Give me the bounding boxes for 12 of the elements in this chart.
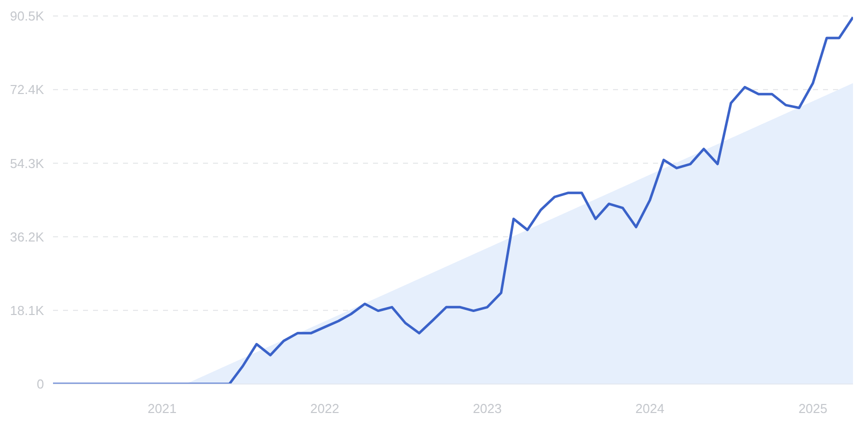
x-tick-label: 2021	[148, 401, 177, 416]
y-tick-label: 90.5K	[10, 8, 44, 24]
y-tick-label: 18.1K	[10, 303, 44, 318]
line-series	[53, 16, 853, 384]
y-tick-label: 54.3K	[10, 156, 44, 171]
y-tick-label: 0	[36, 376, 44, 392]
y-tick-label: 72.4K	[10, 82, 44, 98]
x-tick-label: 2023	[472, 401, 502, 416]
y-tick-label: 36.2K	[10, 229, 44, 244]
x-tick-label: 2024	[635, 401, 664, 416]
x-tick-label: 2022	[310, 401, 340, 416]
x-tick-label: 2025	[798, 401, 828, 416]
